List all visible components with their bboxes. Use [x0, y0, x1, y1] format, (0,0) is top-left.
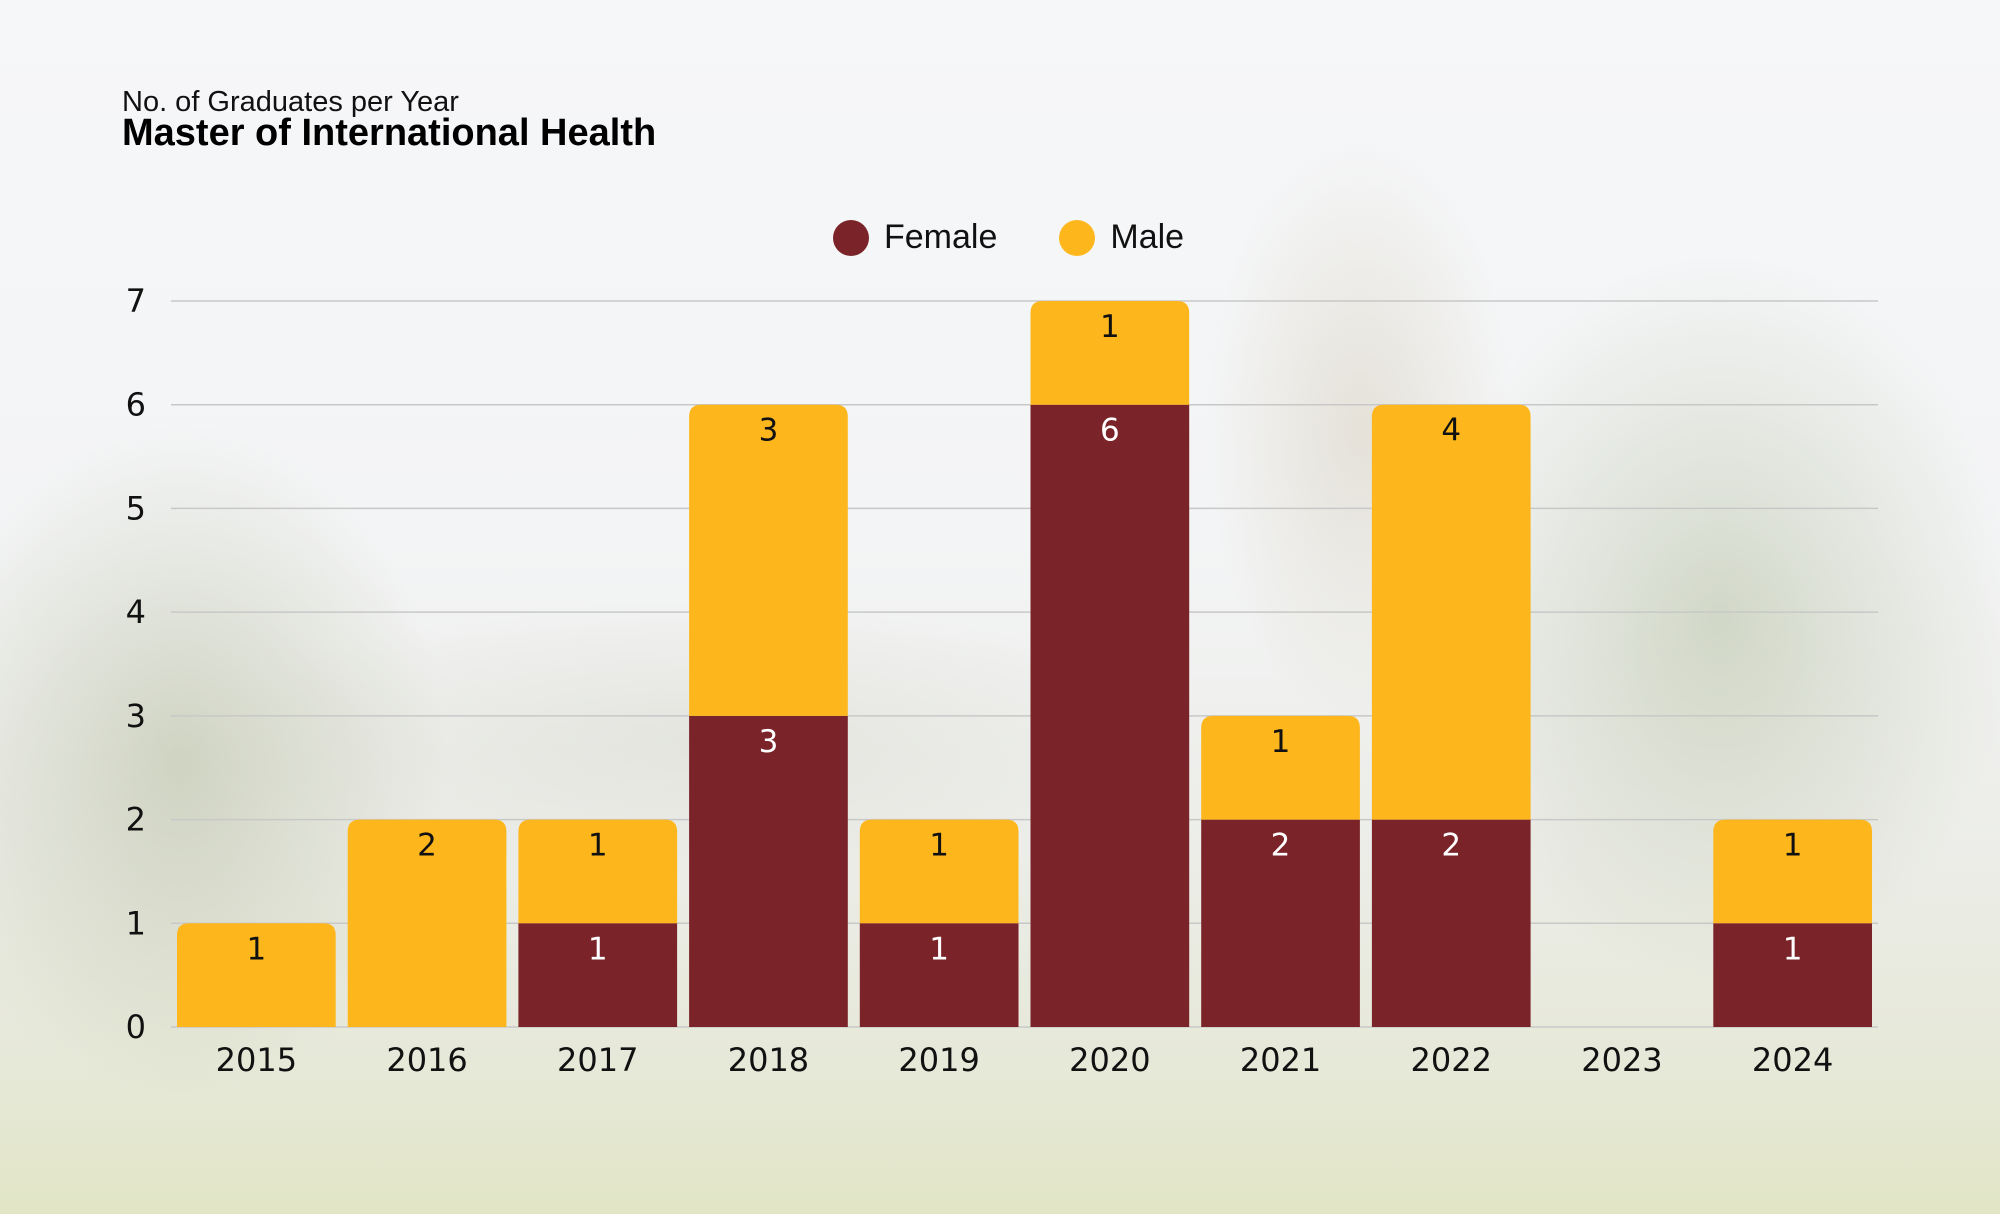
bar-male-2020 — [1030, 301, 1190, 405]
x-tick-label: 2016 — [386, 1041, 467, 1079]
legend: Female Male — [833, 218, 1246, 257]
x-tick-label: 2024 — [1752, 1041, 1833, 1079]
data-label-male-2019: 1 — [929, 828, 949, 864]
bar-female-2020 — [1030, 404, 1190, 1027]
bar-female-2021 — [1201, 819, 1360, 1027]
data-label-male-2021: 1 — [1271, 724, 1291, 760]
bar-male-2016 — [347, 819, 507, 1027]
y-tick-label: 5 — [126, 489, 146, 527]
x-tick-label: 2018 — [728, 1041, 809, 1079]
chart-subtitle: No. of Graduates per Year — [122, 86, 459, 118]
y-tick-label: 6 — [126, 386, 146, 424]
x-tick-label: 2023 — [1581, 1041, 1662, 1079]
y-tick-label: 1 — [126, 904, 146, 942]
x-tick-label: 2022 — [1411, 1041, 1492, 1079]
data-label-female-2018: 3 — [759, 724, 779, 760]
data-label-male-2017: 1 — [588, 828, 608, 864]
bar-male-2021 — [1201, 715, 1360, 820]
bar-female-2017 — [518, 923, 678, 1027]
bar-female-2018 — [689, 715, 848, 1027]
y-tick-label: 4 — [126, 593, 146, 631]
y-tick-label: 0 — [126, 1008, 146, 1046]
legend-swatch-male — [1059, 219, 1096, 256]
legend-swatch-female — [833, 219, 869, 256]
bar-male-2024 — [1713, 819, 1872, 924]
data-label-male-2024: 1 — [1783, 828, 1803, 864]
data-label-female-2019: 1 — [929, 931, 949, 967]
bar-female-2022 — [1371, 819, 1531, 1027]
data-label-male-2015: 1 — [246, 931, 266, 967]
data-label-male-2022: 4 — [1441, 413, 1461, 449]
bar-male-2018 — [689, 404, 848, 716]
bar-male-2015 — [177, 923, 336, 1027]
bar-male-2022 — [1371, 404, 1531, 820]
x-tick-label: 2017 — [557, 1041, 638, 1079]
y-tick-label: 3 — [126, 697, 146, 735]
bar-male-2017 — [518, 819, 678, 924]
x-tick-label: 2021 — [1240, 1041, 1321, 1079]
data-label-female-2020: 6 — [1100, 413, 1120, 449]
data-label-male-2018: 3 — [759, 413, 779, 449]
y-tick-label: 2 — [126, 801, 146, 839]
data-label-male-2020: 1 — [1100, 309, 1120, 345]
x-tick-label: 2015 — [216, 1041, 297, 1079]
chart-title: Master of International Health — [122, 112, 657, 154]
data-label-female-2024: 1 — [1783, 931, 1803, 967]
data-label-male-2016: 2 — [417, 828, 437, 864]
data-label-female-2017: 1 — [588, 931, 608, 967]
bar-male-2019 — [859, 819, 1019, 924]
bar-female-2024 — [1713, 923, 1872, 1027]
x-tick-label: 2020 — [1069, 1041, 1150, 1079]
legend-item-male: Male — [1059, 218, 1184, 257]
x-tick-label: 2019 — [898, 1041, 979, 1079]
data-label-female-2021: 2 — [1271, 828, 1291, 864]
data-label-female-2022: 2 — [1441, 828, 1461, 864]
legend-item-female: Female — [833, 218, 997, 257]
legend-label-female: Female — [884, 218, 998, 256]
bar-female-2019 — [859, 923, 1019, 1027]
legend-label-male: Male — [1110, 218, 1185, 256]
y-tick-label: 7 — [126, 282, 146, 320]
